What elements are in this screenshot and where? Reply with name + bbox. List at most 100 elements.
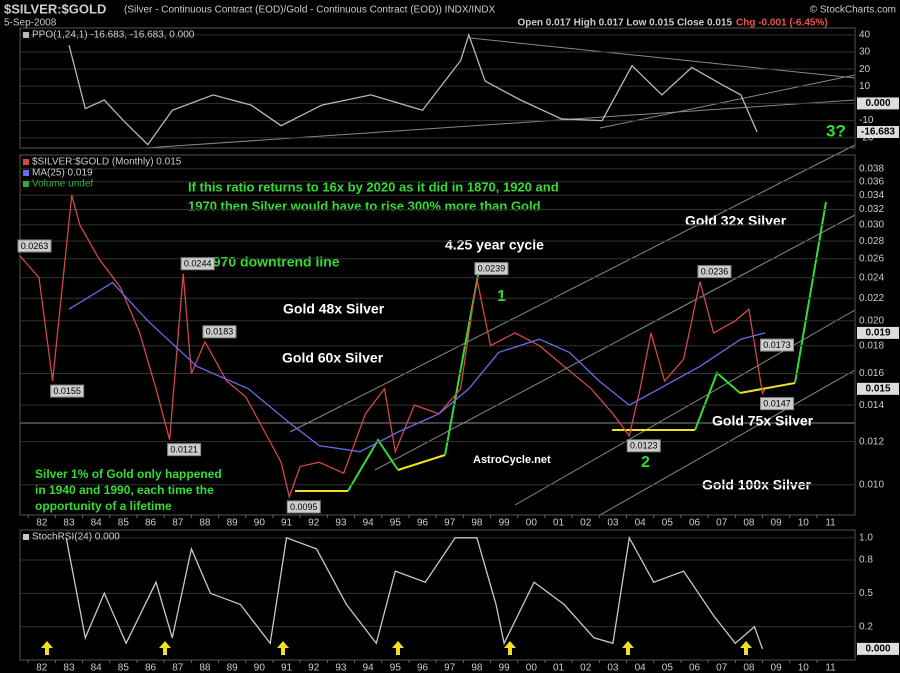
annotation: Gold 48x Silver [283, 301, 385, 317]
y-tick-label: 1.0 [859, 532, 873, 543]
x-tick-label: 07 [716, 518, 728, 529]
annotation: opportunity of a lifetime [35, 499, 172, 513]
annotation: Silver 1% of Gold only happened [35, 467, 222, 481]
green-line [694, 371, 741, 431]
x-tick-label: 95 [390, 518, 402, 529]
x-tick-label: 96 [417, 663, 429, 673]
y-tick-label: 40 [859, 29, 871, 40]
last-value-box [857, 97, 899, 110]
y-tick-label: 0.018 [859, 340, 884, 351]
panel [19, 154, 856, 516]
annotation: 1970 then Silver would have to rise 300%… [188, 198, 541, 213]
y-tick-label: 0.5 [859, 588, 873, 599]
last-value-box [857, 382, 899, 395]
arrow [277, 641, 289, 655]
x-tick-label: 85 [118, 663, 130, 673]
x-tick-label: 88 [199, 518, 211, 529]
annotation: AstroCycle.net [473, 454, 551, 466]
legend-label: MA(25) 0.019 [32, 168, 93, 179]
arrows [41, 641, 752, 655]
y-tick-label: 0.012 [859, 436, 884, 447]
point-label-box [180, 257, 215, 271]
legend-label: $SILVER:$GOLD (Monthly) 0.015 [32, 157, 182, 168]
x-tick-label: 83 [63, 663, 75, 673]
x-tick-label: 99 [499, 663, 511, 673]
arrow [622, 641, 634, 655]
y-tick-label: 0.016 [859, 368, 884, 379]
last-value-box [857, 126, 899, 139]
y-tick-label: 0.032 [859, 204, 884, 215]
x-tick-label: 10 [798, 663, 810, 673]
last-value-box [857, 326, 899, 339]
point-label-box [760, 397, 795, 411]
y-tick-label: 0.026 [859, 253, 884, 264]
point-label: 0.0173 [763, 340, 791, 350]
x-tick-label: 08 [743, 663, 755, 673]
x-tick-label: 04 [635, 663, 647, 673]
legend-swatch [23, 159, 29, 165]
x-tick-label: 86 [145, 518, 157, 529]
point-label-box [17, 239, 52, 253]
x-tick-label: 91 [281, 518, 293, 529]
trendline [469, 37, 856, 79]
point-label: 0.0121 [170, 445, 198, 455]
y-tick-label: -10 [859, 115, 874, 126]
legend-swatch [23, 534, 29, 540]
legend-swatch [23, 32, 29, 38]
x-tick-label: 93 [335, 663, 347, 673]
green-line [347, 438, 399, 492]
x-tick-label: 93 [335, 518, 347, 529]
y-tick-label: 0.8 [859, 555, 873, 566]
series-line [68, 281, 766, 453]
y-tick-label: 0.014 [859, 400, 884, 411]
y-tick-label: 0.2 [859, 621, 873, 632]
last-value-label: 0.019 [865, 328, 890, 339]
date: 5-Sep-2008 [4, 18, 57, 29]
annotation: Gold 60x Silver [282, 350, 384, 366]
x-tick-label: 99 [499, 518, 511, 529]
annotation: 2 [641, 454, 650, 471]
point-label-box [697, 265, 732, 279]
x-tick-label: 86 [145, 663, 157, 673]
x-tick-label: 89 [227, 518, 239, 529]
x-tick-label: 91 [281, 663, 293, 673]
trendline [374, 214, 856, 471]
y-tick-label: 0.036 [859, 176, 884, 187]
annotation: Gold 75x Silver [712, 413, 814, 429]
x-tick-label: 83 [63, 518, 75, 529]
series-line [68, 32, 758, 146]
legend-label: Volume undef [32, 179, 93, 190]
x-tick-label: 82 [36, 663, 48, 673]
y-tick-label: 0.020 [859, 315, 884, 326]
trendline [289, 144, 856, 433]
x-tick-label: 03 [607, 663, 619, 673]
x-tick-label: 10 [798, 518, 810, 529]
point-label-box [202, 325, 237, 339]
x-tick-label: 84 [91, 518, 103, 529]
x-tick-label: 07 [716, 663, 728, 673]
point-label: 0.0147 [763, 398, 791, 408]
marks: 403020100.000-10-20PPO(1,24,1) -16.683, … [17, 27, 899, 673]
y-tick-label: 30 [859, 47, 871, 58]
last-value-label: 0.000 [865, 98, 890, 109]
y-tick-label: 0.028 [859, 236, 884, 247]
arrow [392, 641, 404, 655]
annotation: 1970 downtrend line [205, 254, 340, 270]
x-tick-label: 87 [172, 518, 184, 529]
annotation: 3? [826, 121, 846, 140]
trendline [144, 99, 856, 149]
green-line [794, 201, 827, 384]
x-tick-label: 08 [743, 518, 755, 529]
x-tick-label: 03 [607, 518, 619, 529]
y-tick-label: 0.030 [859, 219, 884, 230]
trendline [514, 309, 856, 506]
x-tick-label: 11 [825, 663, 836, 673]
trendline [599, 74, 856, 129]
x-tick-label: 88 [199, 663, 211, 673]
legend-swatch [23, 170, 29, 176]
chart-subtitle: (Silver - Continuous Contract (EOD)/Gold… [124, 5, 496, 16]
x-tick-label: 02 [580, 663, 592, 673]
point-label-box [626, 439, 661, 453]
point-label: 0.0183 [206, 327, 234, 337]
